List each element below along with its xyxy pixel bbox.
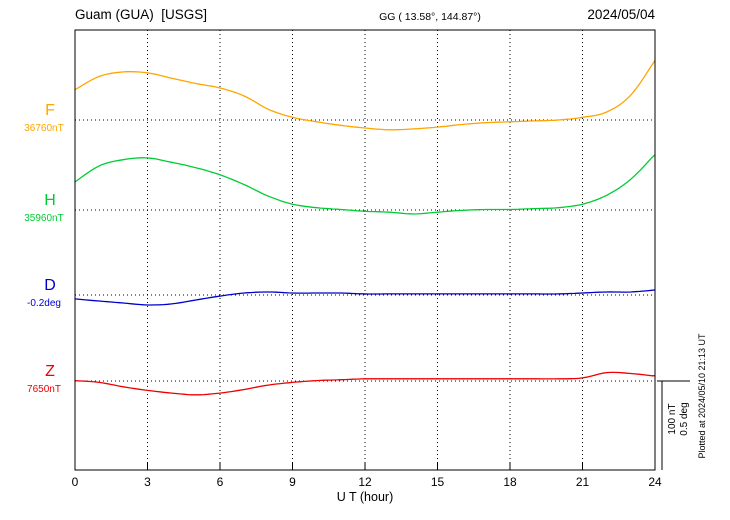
x-axis-ticks: [74, 463, 656, 470]
series-baseline-value-H: 35960nT: [24, 213, 64, 224]
x-tick-label-3: 3: [144, 475, 151, 489]
x-tick-label-18: 18: [503, 475, 517, 489]
series-baseline-value-Z: 7650nT: [27, 384, 61, 395]
x-tick-label-15: 15: [430, 475, 445, 489]
x-tick-label-12: 12: [358, 475, 372, 489]
series-baseline-value-D: -0.2deg: [27, 298, 61, 309]
trace-F: [74, 60, 656, 131]
series-letter-H: H: [44, 192, 56, 209]
trace-Z: [74, 371, 656, 396]
x-tick-label-21: 21: [575, 475, 590, 489]
plot-date: 2024/05/04: [587, 7, 655, 22]
scale-bar-label-nt: 100 nT: [667, 403, 678, 435]
x-tick-label-24: 24: [648, 475, 662, 489]
plotted-timestamp-note: Plotted at 2024/05/10 21:13 UT: [697, 333, 707, 459]
station-title: Guam (GUA) [USGS]: [75, 7, 208, 22]
x-axis-label: U T (hour): [336, 490, 394, 504]
series-letter-Z: Z: [45, 363, 55, 380]
series-letter-F: F: [45, 102, 55, 119]
trace-D: [74, 289, 656, 306]
x-tick-label-0: 0: [71, 475, 79, 489]
x-tick-label-9: 9: [289, 475, 296, 489]
station-coordinates: GG ( 13.58°, 144.87°): [379, 11, 481, 23]
plot-frame: [74, 29, 656, 471]
x-tick-label-6: 6: [216, 475, 224, 489]
series-letter-D: D: [44, 277, 56, 294]
trace-H: [74, 154, 656, 215]
scale-bar-label: 100 nT 0.5 deg: [667, 388, 691, 450]
scale-bar-label-deg: 0.5 deg: [679, 402, 690, 436]
gridlines: [75, 30, 655, 470]
series-baseline-value-F: 36760nT: [24, 123, 64, 134]
